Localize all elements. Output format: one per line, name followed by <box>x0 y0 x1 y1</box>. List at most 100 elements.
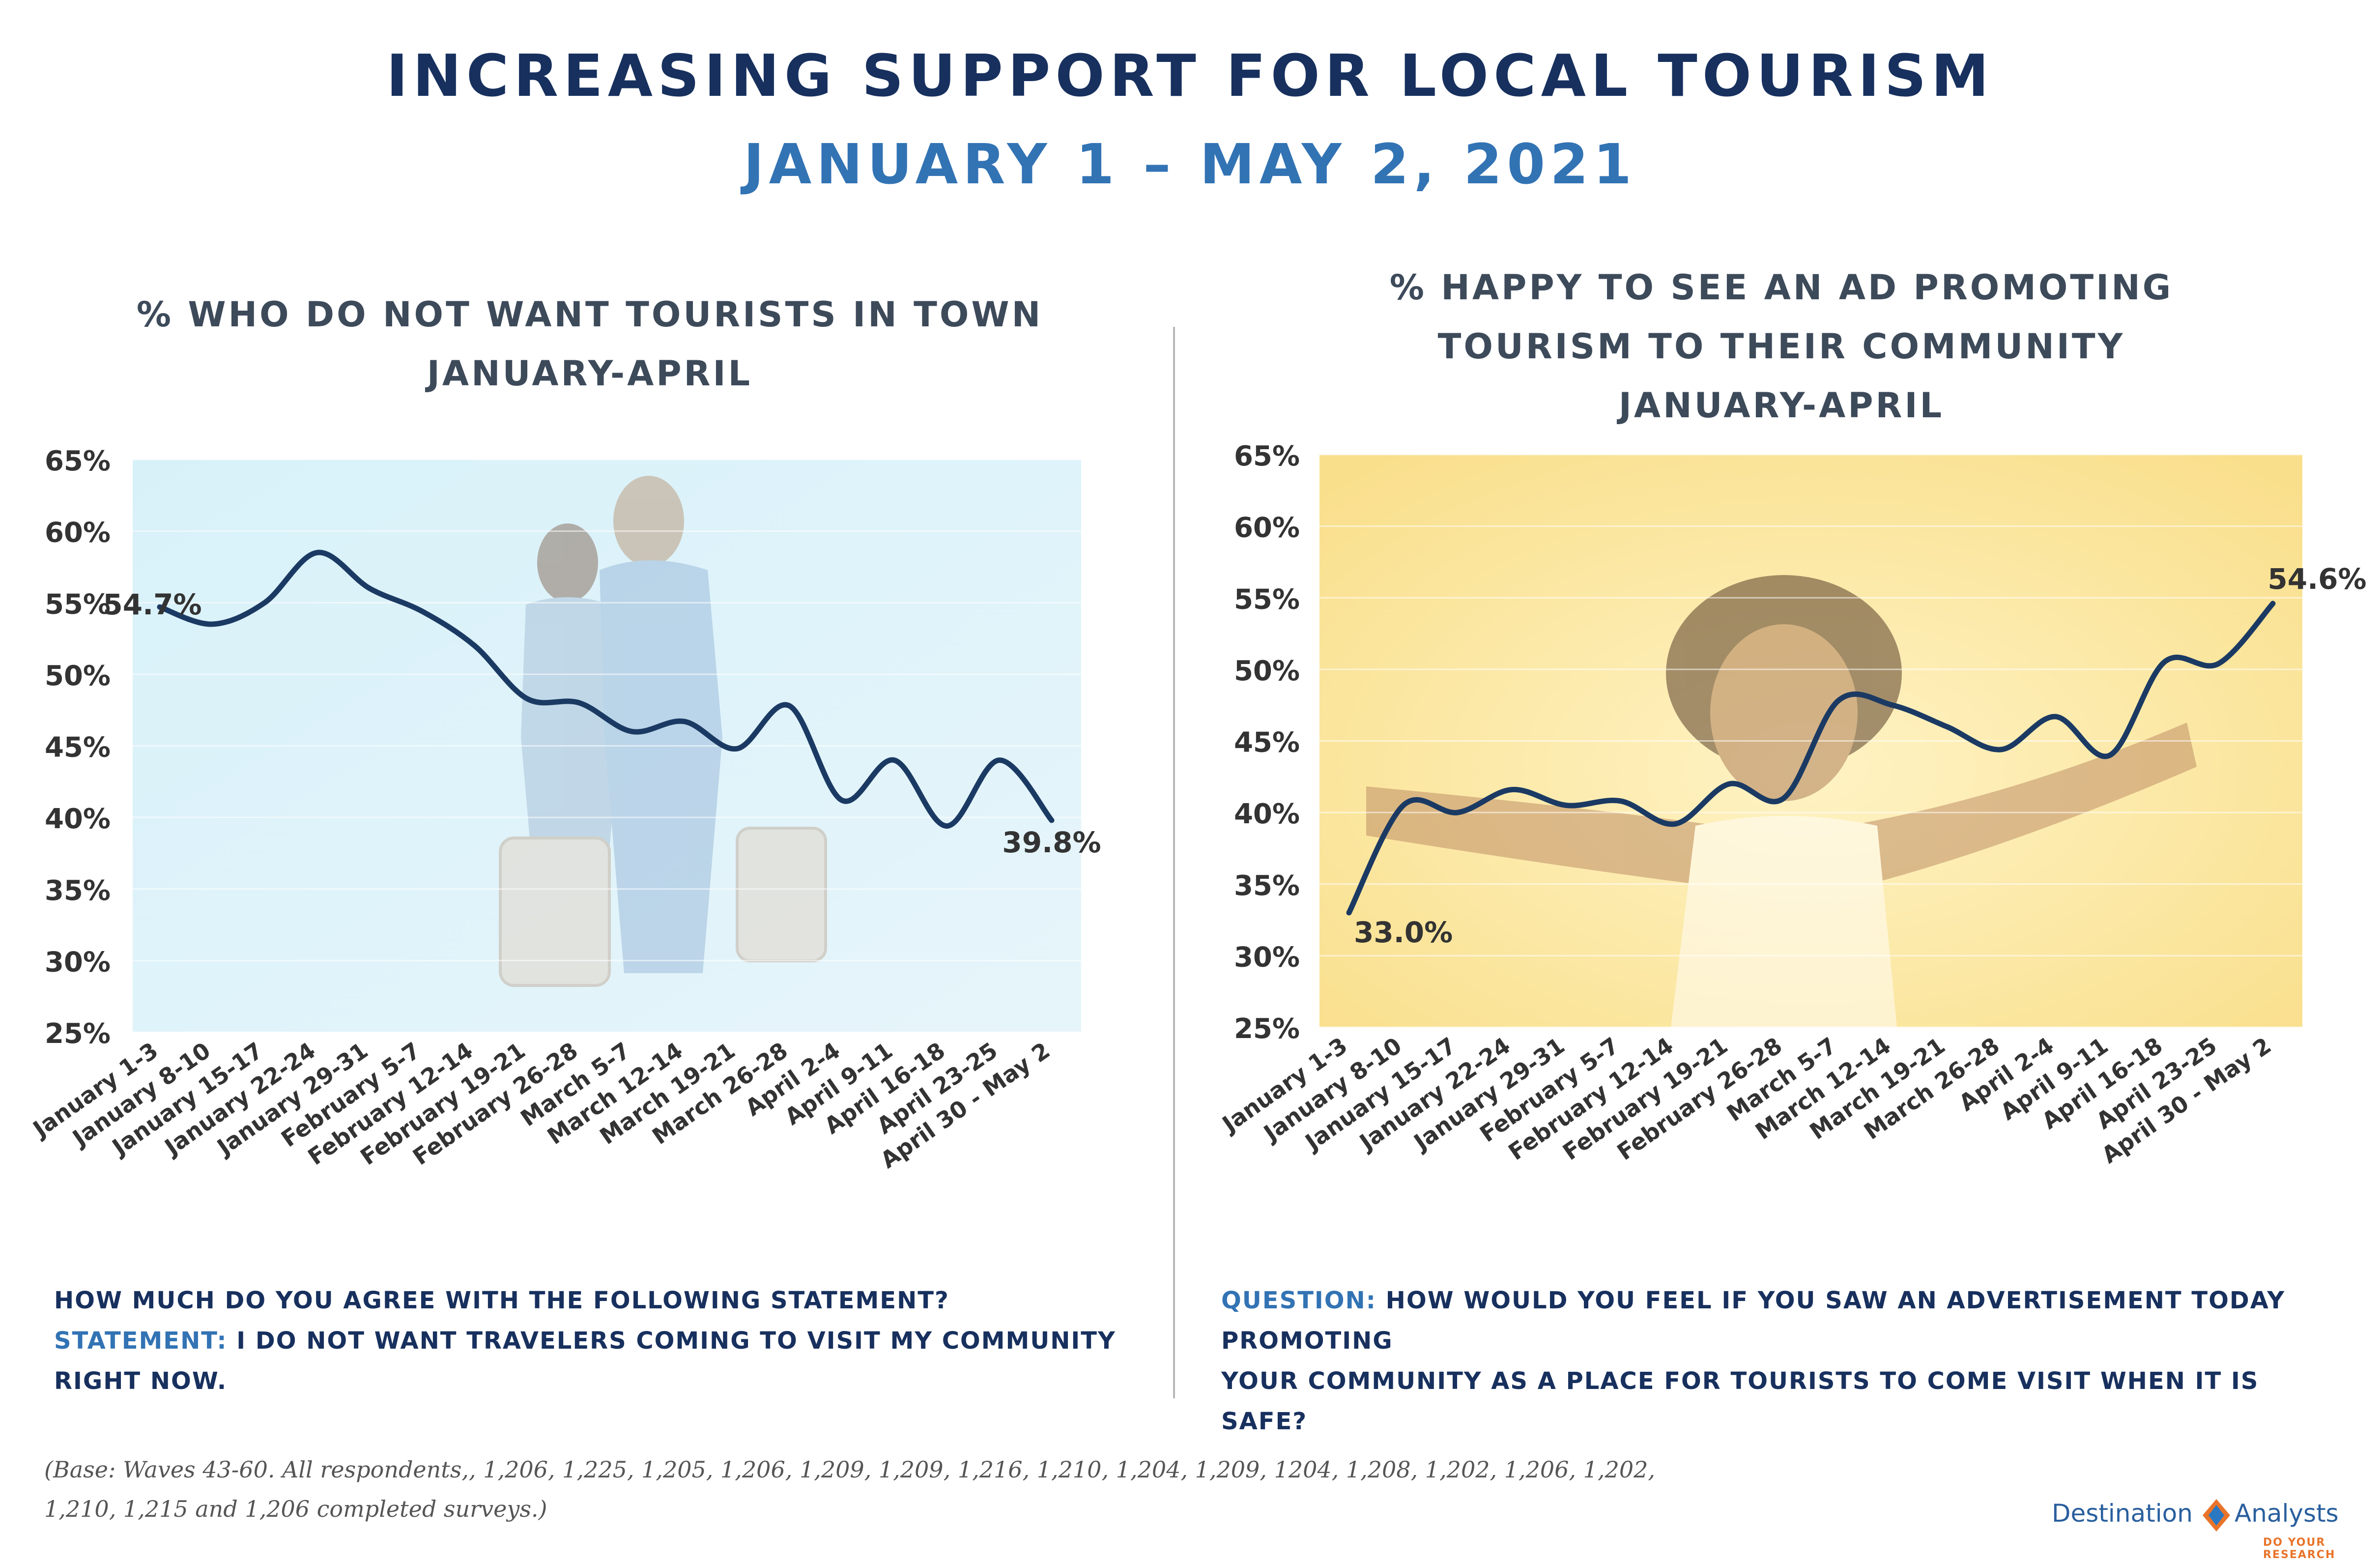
right-question-line2: YOUR COMMUNITY AS A PLACE FOR TOURISTS T… <box>1221 1367 2259 1435</box>
right-question-line1: HOW WOULD YOU FEEL IF YOU SAW AN ADVERTI… <box>1221 1287 2286 1355</box>
data-point <box>2271 602 2275 606</box>
woman-head <box>537 523 598 602</box>
data-point <box>945 824 948 828</box>
data-point <box>210 622 214 626</box>
logo-tagline: DO YOUR RESEARCH <box>2263 1536 2336 1561</box>
data-point <box>892 758 896 762</box>
data-label-first: 54.7% <box>103 588 201 621</box>
left-chart-title-line1: % WHO DO NOT WANT TOURISTS IN TOWN <box>136 294 1043 335</box>
statement-label: STATEMENT: <box>54 1327 228 1355</box>
left-suitcase <box>499 837 611 987</box>
main-title: INCREASING SUPPORT FOR LOCAL TOURISM <box>386 42 1994 110</box>
y-tick-label: 35% <box>45 875 111 907</box>
y-tick-label: 55% <box>45 588 111 620</box>
happy-woman-photo <box>1366 575 2197 1027</box>
data-point <box>2108 753 2112 757</box>
data-point <box>315 550 319 554</box>
data-point <box>2162 660 2166 664</box>
panel-divider <box>1173 327 1175 1398</box>
data-point <box>683 720 687 723</box>
y-tick-label: 45% <box>1234 727 1300 759</box>
y-tick-label: 50% <box>1234 655 1300 687</box>
logo-diamond-icon <box>2203 1499 2230 1532</box>
left-statement: STATEMENT: I DO NOT WANT TRAVELERS COMIN… <box>54 1321 1135 1401</box>
data-point <box>577 701 581 705</box>
data-point <box>420 609 424 613</box>
base-footnote: (Base: Waves 43-60. All respondents,, 1,… <box>44 1450 1863 1529</box>
data-point <box>1456 810 1460 814</box>
y-tick-label: 60% <box>45 517 111 549</box>
data-point <box>1782 796 1786 800</box>
data-point <box>840 798 844 802</box>
y-tick-label: 55% <box>1234 583 1300 615</box>
data-point <box>473 644 477 648</box>
data-point <box>735 747 739 751</box>
logo-word-analysts: Analysts <box>2235 1499 2339 1528</box>
left-question-line1: HOW MUCH DO YOU AGREE WITH THE FOLLOWING… <box>54 1287 949 1314</box>
y-tick-label: 50% <box>45 660 111 692</box>
y-tick-label: 40% <box>45 803 111 835</box>
data-point <box>1510 788 1514 792</box>
data-point <box>1050 818 1054 822</box>
y-tick-label: 65% <box>45 445 111 477</box>
data-point <box>525 696 529 700</box>
y-tick-label: 45% <box>45 732 111 764</box>
man-head <box>613 476 684 566</box>
data-point <box>1402 804 1405 808</box>
y-tick-label: 65% <box>1234 440 1300 472</box>
data-point <box>368 586 372 590</box>
left-chart-title: % WHO DO NOT WANT TOURISTS IN TOWN JANUA… <box>74 285 1106 403</box>
y-tick-label: 25% <box>1234 1013 1300 1045</box>
data-point <box>1727 782 1731 786</box>
data-point <box>787 704 791 708</box>
right-line-chart: 25%30%35%40%45%50%55%60%65%January 1-3Ja… <box>1216 440 2367 1169</box>
white-top <box>1671 816 1897 1027</box>
data-point <box>1564 804 1568 808</box>
data-point <box>630 729 634 733</box>
right-question-line1-row: QUESTION: HOW WOULD YOU FEEL IF YOU SAW … <box>1221 1280 2351 1361</box>
y-tick-label: 35% <box>1234 870 1300 902</box>
question-label: QUESTION: <box>1221 1287 1376 1314</box>
data-point <box>1347 911 1351 915</box>
data-point <box>1891 703 1894 707</box>
subtitle: JANUARY 1 – MAY 2, 2021 <box>743 133 1637 197</box>
right-chart-title-line2: TOURISM TO THEIR COMMUNITY <box>1437 326 2125 367</box>
footnote-line2: 1,210, 1,215 and 1,206 completed surveys… <box>44 1496 547 1522</box>
data-point <box>1945 724 1949 728</box>
y-tick-label: 30% <box>45 946 111 978</box>
data-label-last: 54.6% <box>2267 562 2366 596</box>
series-line <box>157 549 1055 829</box>
destination-analysts-logo: Destination Analysts DO YOUR RESEARCH <box>2052 1494 2366 1561</box>
left-chart-title-line2: JANUARY-APRIL <box>427 353 753 394</box>
data-label-last: 39.8% <box>1002 826 1101 859</box>
data-point <box>1673 822 1677 826</box>
y-tick-label: 25% <box>45 1018 111 1050</box>
y-tick-label: 60% <box>1234 512 1300 544</box>
data-point <box>997 758 1001 762</box>
y-tick-label: 40% <box>1234 798 1300 830</box>
logo-word-destination: Destination <box>2052 1499 2193 1528</box>
data-label-first: 33.0% <box>1354 916 1453 949</box>
face <box>1710 624 1858 801</box>
right-chart-title-line3: JANUARY-APRIL <box>1618 385 1945 426</box>
series-line <box>1346 601 2276 916</box>
data-point <box>1836 699 1840 703</box>
data-point <box>1999 748 2003 752</box>
right-question: QUESTION: HOW WOULD YOU FEEL IF YOU SAW … <box>1221 1280 2351 1442</box>
left-question: HOW MUCH DO YOU AGREE WITH THE FOLLOWING… <box>54 1280 1135 1401</box>
data-point <box>2216 662 2220 665</box>
man-body <box>600 560 722 973</box>
arms <box>1366 723 2197 885</box>
y-tick-label: 30% <box>1234 941 1300 973</box>
right-chart-title: % HAPPY TO SEE AN AD PROMOTING TOURISM T… <box>1253 258 2310 435</box>
statement-text: I DO NOT WANT TRAVELERS COMING TO VISIT … <box>54 1327 1116 1395</box>
data-point <box>263 601 267 605</box>
data-point <box>1619 799 1623 803</box>
data-point <box>2054 715 2058 719</box>
right-suitcase <box>736 827 827 962</box>
woman-body <box>521 597 619 963</box>
travelers-photo <box>499 476 827 987</box>
right-chart-title-line1: % HAPPY TO SEE AN AD PROMOTING <box>1389 267 2174 308</box>
footnote-line1: (Base: Waves 43-60. All respondents,, 1,… <box>44 1456 1655 1483</box>
